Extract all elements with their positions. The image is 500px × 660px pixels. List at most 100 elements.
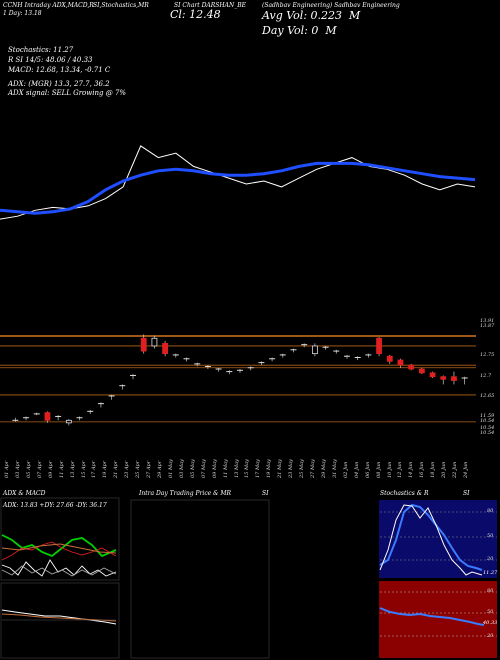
price-level-label: 11.59: [480, 413, 495, 419]
date-tick-label: 05 May: [189, 459, 196, 478]
intraday-panel-frame: [130, 499, 270, 659]
candle-body: [451, 376, 457, 381]
date-tick-label: 03 May: [178, 459, 185, 478]
rsi-tick-20: 20: [487, 633, 494, 639]
candle-body: [65, 419, 72, 424]
stoch-readout: Stochastics: 11.27: [8, 46, 74, 54]
date-tick-label: 07 May: [200, 459, 207, 478]
date-tick-label: 27 May: [310, 459, 317, 478]
adx-line: [1, 541, 117, 561]
date-tick-label: 02 Jun: [342, 461, 349, 478]
date-tick-label: 11 May: [222, 459, 229, 478]
intraday-si: SI: [262, 490, 269, 497]
stoch-k-line: [379, 503, 483, 571]
header-right1: (Sadhbav Engineering) Sadhbav Engineerin…: [262, 2, 400, 9]
adx-readout: ADX: (MGR) 13.3, 27.7, 36.2: [8, 80, 110, 88]
date-tick-label: 08 Jun: [375, 461, 382, 478]
date-tick-label: 27 Apr: [146, 460, 153, 478]
candle-body: [429, 372, 436, 378]
date-tick-label: 05 Apr: [25, 460, 32, 478]
macd-line: [1, 609, 117, 625]
date-tick-label: 25 May: [299, 459, 306, 478]
adx-line: [1, 565, 117, 577]
header-mid1: SI,Stochastics,MR: [93, 2, 149, 9]
date-tick-label: 12 Jun: [397, 461, 404, 478]
date-tick-label: 23 May: [288, 459, 295, 478]
candle-body: [440, 376, 447, 380]
date-tick-label: 09 Apr: [47, 460, 54, 478]
date-tick-label: 31 May: [331, 459, 338, 478]
rsi-value: 40.33: [483, 620, 498, 626]
adx-signal: ADX signal: SELL Growing @ 7%: [8, 89, 127, 97]
date-tick-label: 11 Apr: [58, 460, 65, 478]
header-left1: CCNH Intraday ADX,MACD,R: [3, 2, 94, 9]
price-level-label: 13.91: [480, 318, 495, 324]
stoch-tick-50: 50: [487, 533, 494, 539]
date-tick-label: 15 May: [244, 459, 251, 478]
date-tick-label: 23 Apr: [124, 460, 131, 478]
series-line-price: [0, 145, 476, 220]
date-tick-label: 17 May: [255, 459, 262, 478]
header-mid3: SI Chart DARSHAN_BE: [174, 2, 246, 9]
candle-body: [408, 364, 415, 370]
date-tick-label: 09 May: [211, 459, 218, 478]
date-tick-label: 06 Jun: [364, 461, 371, 478]
candle-body: [151, 337, 158, 347]
candle-body: [397, 359, 404, 366]
date-tick-label: 20 Jun: [441, 461, 448, 478]
date-tick-label: 03 Apr: [14, 460, 21, 478]
stoch-panel-si: SI: [463, 490, 470, 497]
rsi-tick-80: 80: [487, 588, 494, 594]
price-level-label: 13.87: [480, 323, 495, 329]
candle-body: [418, 368, 425, 374]
date-tick-label: 17 Apr: [91, 460, 98, 478]
date-tick-label: 21 May: [277, 459, 284, 478]
header-avg-vol: Avg Vol: 0.223 M: [262, 9, 361, 22]
date-tick-label: 14 Jun: [408, 461, 415, 478]
adx-line: [1, 534, 117, 558]
candle-body: [311, 345, 318, 355]
date-tick-label: 13 Apr: [69, 460, 76, 478]
date-tick-label: 16 Jun: [419, 461, 426, 478]
date-tick-label: 25 Apr: [135, 460, 142, 478]
date-tick-label: 19 Apr: [102, 460, 109, 478]
price-level-label: 12.75: [480, 352, 495, 358]
rsi-readout: R SI 14/5: 48.06 / 40.33: [8, 56, 93, 64]
candle-body: [386, 355, 393, 362]
date-tick-label: 01 Apr: [4, 460, 10, 478]
rsi-tick-50: 50: [487, 609, 494, 615]
date-tick-label: 24 Jun: [463, 461, 470, 478]
stoch-d-line: [379, 504, 483, 576]
date-tick-label: 07 Apr: [36, 460, 43, 478]
date-tick-label: 13 May: [233, 459, 240, 478]
macd-readout: MACD: 12.68, 13.34, -0.71 C: [8, 66, 111, 74]
price-level-label: 12.65: [480, 393, 495, 399]
candle-body: [44, 412, 51, 421]
date-tick-label: 29 May: [320, 459, 327, 478]
adx-panel-frame: [0, 497, 120, 581]
candle-body: [140, 337, 147, 352]
macd-panel-frame: [0, 582, 120, 659]
stoch-value: 11.27: [483, 570, 498, 576]
adx-panel-readout: ADX: 13.83 +DY: 27.66 -DY: 36.17: [3, 502, 107, 509]
header-left2: 1 Day: 13.18: [3, 10, 42, 17]
price-level-label: 10.54: [480, 430, 495, 436]
date-tick-label: 29 Apr: [157, 460, 164, 478]
rsi-line: [379, 607, 485, 626]
date-tick-label: 04 Jun: [353, 461, 360, 478]
date-tick-label: 21 Apr: [113, 460, 120, 478]
adx-line: [1, 543, 117, 554]
rsi-panel-frame: [379, 581, 497, 658]
adx-panel-title: ADX & MACD: [3, 490, 46, 497]
date-tick-label: 18 Jun: [430, 461, 437, 478]
series-line-ma: [0, 161, 476, 215]
price-level-label: 10.54: [480, 425, 495, 431]
stoch-panel-title: Stochastics & R: [380, 490, 429, 497]
date-tick-label: 10 Jun: [386, 461, 393, 478]
price-level-label: 12.7: [480, 373, 492, 379]
stoch-panel-frame: [379, 500, 497, 578]
candle-body: [162, 342, 169, 355]
candle-body: [376, 337, 382, 355]
date-tick-label: 15 Apr: [80, 460, 87, 478]
